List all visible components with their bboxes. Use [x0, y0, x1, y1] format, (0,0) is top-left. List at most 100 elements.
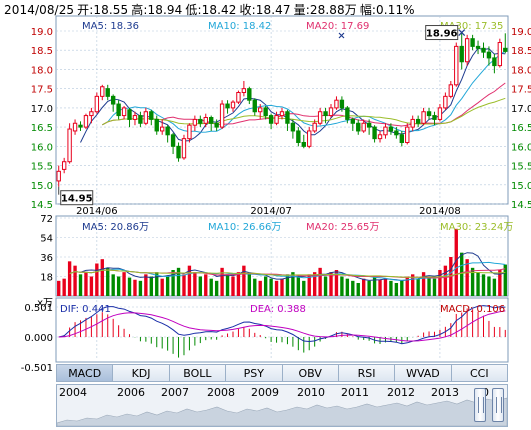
candle-body	[388, 126, 394, 132]
tab-macd[interactable]: MACD	[56, 364, 114, 382]
timeline-handle-right[interactable]	[492, 388, 504, 422]
volume-bar	[334, 270, 339, 296]
candle	[100, 84, 105, 101]
price-tick-label-right: 19.0	[511, 27, 531, 38]
timeline-year: 2004	[59, 386, 87, 399]
tab-obv[interactable]: OBV	[282, 364, 339, 382]
candle-body	[192, 118, 198, 126]
candle	[475, 40, 481, 55]
volume-value: 量:28.88万	[293, 3, 357, 17]
candle	[388, 123, 394, 135]
candle-body	[443, 95, 448, 109]
candle	[116, 100, 121, 120]
candle	[372, 125, 377, 143]
timeline-handle-left[interactable]	[474, 388, 486, 422]
candle	[410, 115, 415, 131]
candle-body	[361, 122, 366, 132]
volume-bar	[291, 272, 295, 296]
tab-wvad[interactable]: WVAD	[395, 364, 452, 382]
candle-body	[415, 118, 421, 124]
candle-body	[149, 111, 154, 120]
volume-bar	[100, 259, 104, 296]
candle-body	[285, 111, 290, 124]
candle-body	[236, 92, 241, 103]
tab-boll[interactable]: BOLL	[169, 364, 227, 382]
candle	[72, 119, 78, 135]
macd-tick-label: 0.000	[24, 333, 53, 344]
close-price: 收:18.47	[239, 3, 291, 17]
candle-body	[399, 134, 404, 143]
candle	[426, 107, 432, 120]
candle	[78, 121, 83, 131]
candle-body	[290, 122, 296, 132]
candle	[127, 107, 132, 128]
candle	[154, 115, 159, 135]
candle-body	[503, 47, 508, 52]
volume-ma5-line	[69, 252, 506, 282]
dif-legend: DIF: 0.441	[60, 304, 111, 315]
price-legend-ma10: MA10: 18.42	[208, 21, 271, 32]
candle-body	[258, 107, 263, 113]
candle-body	[241, 88, 247, 94]
candle-body	[317, 111, 323, 124]
volume-bar	[84, 272, 88, 296]
price-summary: 2014/08/25 开:18.55 高:18.94 低:18.42 收:18.47 量:…	[4, 1, 418, 18]
open-price: 开:18.55	[77, 3, 129, 17]
candle-body	[437, 107, 443, 120]
candle	[187, 123, 192, 143]
volume-bar	[193, 272, 197, 296]
candle-body	[160, 126, 165, 132]
price-tick-label: 18.0	[31, 65, 53, 76]
volume-bar	[438, 270, 442, 296]
candle	[399, 130, 404, 147]
candle-body	[339, 99, 345, 109]
candle	[405, 123, 410, 145]
candle-body	[203, 117, 208, 124]
volume-bar	[492, 278, 497, 296]
price-legend-ma20: MA20: 17.69	[306, 21, 369, 32]
dea-line	[58, 310, 506, 342]
tab-rsi[interactable]: RSI	[338, 364, 396, 382]
volume-bar	[427, 276, 431, 296]
ma30-line	[102, 97, 506, 126]
candle	[437, 104, 443, 122]
volume-bar	[253, 278, 257, 296]
candle	[377, 130, 383, 143]
tab-psy[interactable]: PSY	[226, 364, 283, 382]
candle-body	[328, 107, 334, 117]
volume-bar	[318, 267, 322, 296]
low-label: 14.95	[61, 194, 93, 205]
volume-legend-ma20: MA20: 25.65万	[306, 222, 379, 233]
month-tick-label: 2014/07	[250, 206, 292, 217]
tab-cci[interactable]: CCI	[451, 364, 508, 382]
volume-ma30-line	[69, 269, 506, 278]
candle	[56, 165, 61, 187]
candle	[67, 123, 72, 164]
timeline-scrubber[interactable]: 2004 2006 2007 2008 2009 2010 2011 2012 …	[56, 384, 508, 427]
volume-bar	[312, 272, 317, 296]
candle-body	[263, 107, 268, 117]
volume-bar	[432, 278, 437, 296]
candle	[121, 105, 127, 120]
price-tick-label: 19.0	[31, 27, 53, 38]
month-tick-label: 2014/08	[419, 206, 461, 217]
candle	[192, 115, 198, 131]
candle	[443, 92, 448, 110]
candle	[339, 96, 345, 112]
volume-bar	[220, 267, 224, 296]
low-price: 低:18.42	[185, 3, 237, 17]
volume-bar	[263, 276, 268, 296]
candle-body	[464, 38, 470, 63]
tab-kdj[interactable]: KDJ	[113, 364, 170, 382]
candle-body	[165, 126, 170, 136]
volume-bar	[133, 279, 137, 296]
volume-bar	[394, 283, 399, 296]
volume-bar	[405, 276, 409, 296]
timeline-year: 2013	[431, 386, 459, 399]
candle	[268, 113, 274, 130]
candle	[296, 127, 301, 147]
volume-tick-label: x万	[37, 298, 53, 309]
candle-body	[61, 161, 67, 170]
candle	[252, 98, 257, 116]
candle-body	[274, 115, 279, 124]
